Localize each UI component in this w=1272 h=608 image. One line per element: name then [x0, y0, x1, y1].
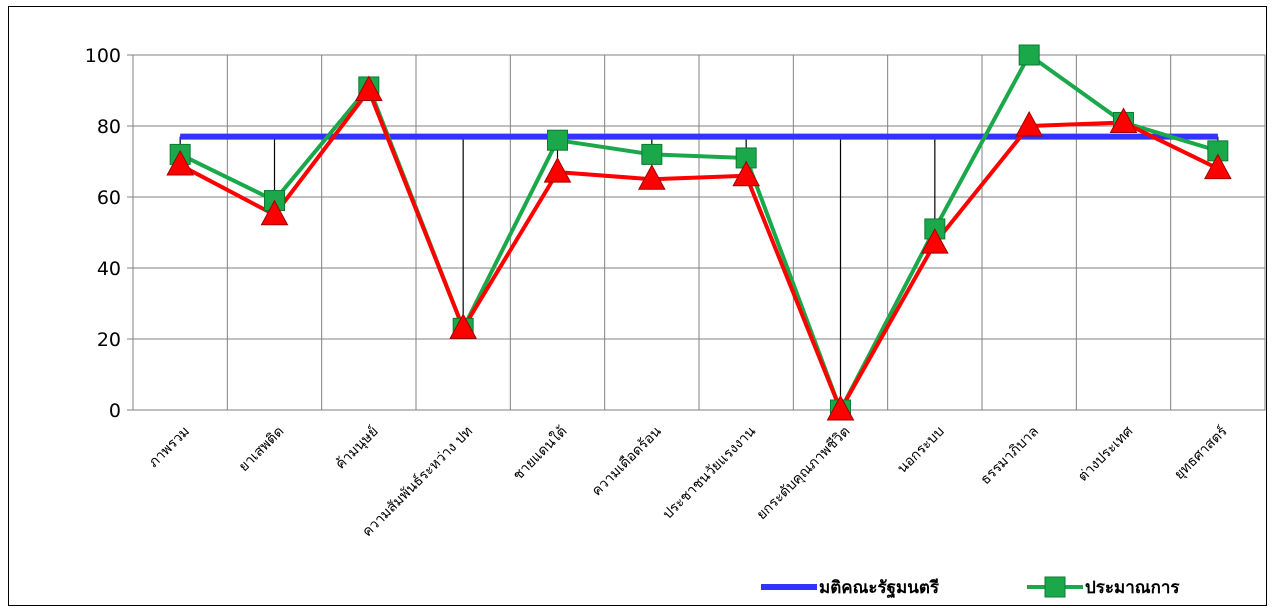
y-tick-label: 20	[97, 329, 121, 351]
grid	[127, 54, 1266, 411]
x-tick-label: ยกระดับคุณภาพชีวิต	[754, 424, 854, 524]
triangle-marker	[826, 394, 855, 421]
y-tick-label: 0	[109, 400, 121, 422]
y-axis-ticks: 0 20 40 60 80 100	[85, 45, 121, 422]
x-axis-category-labels: ภาพรวม ยาเสพติด ค้ามนุษย์ความสัมพันธ์ระหว่…	[146, 422, 1231, 540]
chart-frame: 0 20 40 60 80 100 ภาพรวม ยาเสพติด ค้ามนุษย์ ความ…	[8, 6, 1267, 606]
x-tick-label: ยุทธศาสตร์	[1171, 422, 1231, 482]
triangle-marker	[1109, 107, 1138, 133]
series-markers	[166, 44, 1232, 421]
legend: มติคณะรัฐมนตรี ประมาณการ	[761, 576, 1180, 599]
triangle-marker	[260, 199, 289, 226]
square-marker	[641, 143, 663, 165]
x-tick-label: ความเดือดร้อน	[589, 423, 665, 499]
triangle-marker	[732, 160, 761, 187]
x-tick-label: ยาเสพติด	[236, 424, 287, 475]
x-tick-label: ชายแดนใต้	[509, 423, 570, 484]
legend-label: มติคณะรัฐมนตรี	[819, 577, 940, 599]
triangle-marker	[1015, 110, 1044, 137]
x-tick-label: ความสัมพันธ์ระหว่าง ปท	[359, 423, 476, 540]
triangle-marker	[920, 228, 949, 254]
x-tick-label: ธรรมาภิบาล	[977, 424, 1042, 489]
x-tick-label: นอกระบบ	[894, 424, 947, 477]
legend-square-marker	[1044, 576, 1066, 598]
square-marker	[547, 129, 568, 151]
series-line-2	[179, 53, 1219, 412]
square-marker	[1018, 44, 1040, 66]
triangle-marker	[543, 157, 572, 183]
x-tick-label: ประชาชนวัยแรงงาน	[660, 423, 759, 522]
plot-area	[132, 54, 1266, 411]
triangle-marker	[166, 150, 195, 176]
x-tick-label: ต่างประเทศ	[1075, 423, 1136, 484]
legend-label: ประมาณการ	[1085, 578, 1180, 598]
triangle-marker	[1203, 153, 1232, 180]
x-tick-label: ภาพรวม	[146, 424, 193, 471]
triangle-marker	[637, 164, 666, 190]
triangle-marker	[449, 313, 478, 339]
y-tick-label: 40	[97, 258, 121, 280]
y-tick-label: 60	[97, 187, 121, 209]
series-line-3	[179, 88, 1219, 412]
triangle-marker	[354, 75, 383, 101]
x-tick-label: ค้ามนุษย์	[332, 423, 382, 473]
y-tick-label: 100	[85, 45, 121, 67]
y-tick-label: 80	[97, 116, 121, 138]
series-lines	[179, 53, 1219, 412]
